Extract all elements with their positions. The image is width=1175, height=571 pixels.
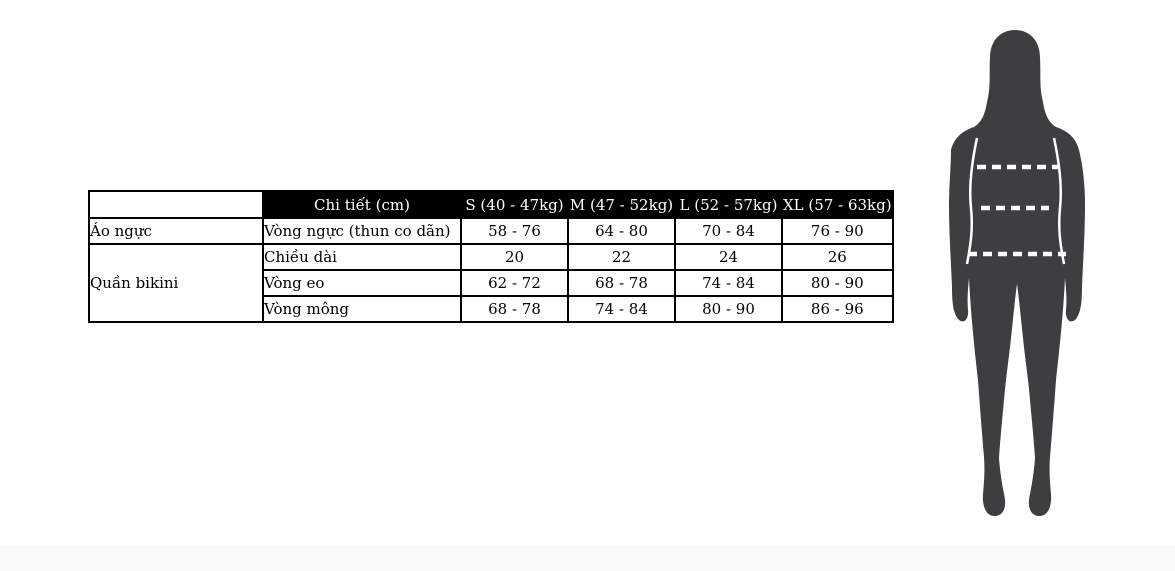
table-row: Vòng mông 68 - 78 74 - 84 80 - 90 86 - 9… xyxy=(89,295,894,323)
cell-value: 22 xyxy=(567,243,676,271)
table-row: Quần bikini Chiều dài 20 22 24 26 xyxy=(88,243,894,323)
corner-blank-cell xyxy=(88,190,264,219)
cell-value: 58 - 76 xyxy=(460,217,569,245)
row-label: Vòng ngực (thun co dãn) xyxy=(262,217,462,245)
table-row: Vòng eo 62 - 72 68 - 78 74 - 84 80 - 90 xyxy=(89,269,894,297)
category-bra: Áo ngực xyxy=(88,217,264,245)
row-label: Vòng eo xyxy=(262,269,462,297)
cell-value: 68 - 78 xyxy=(567,269,676,297)
cell-value: 74 - 84 xyxy=(674,269,783,297)
cell-value: 86 - 96 xyxy=(781,295,894,323)
cell-value: 24 xyxy=(674,243,783,271)
cell-value: 26 xyxy=(781,243,894,271)
category-bikini-bottom: Quần bikini xyxy=(88,243,264,323)
cell-value: 70 - 84 xyxy=(674,217,783,245)
arm-separation-line-right xyxy=(1052,137,1066,265)
cell-value: 68 - 78 xyxy=(460,295,569,323)
table-row: Áo ngực Vòng ngực (thun co dãn) 58 - 76 … xyxy=(88,217,894,245)
cell-value: 20 xyxy=(460,243,569,271)
column-header-size-xl: XL (57 - 63kg) xyxy=(781,190,894,219)
cell-value: 80 - 90 xyxy=(781,269,894,297)
cell-value: 76 - 90 xyxy=(781,217,894,245)
arm-separation-line-left xyxy=(965,137,979,265)
cell-value: 74 - 84 xyxy=(567,295,676,323)
header-row: Chi tiết (cm) S (40 - 47kg) M (47 - 52kg… xyxy=(88,190,894,219)
column-header-size-m: M (47 - 52kg) xyxy=(567,190,676,219)
row-label: Chiều dài xyxy=(262,243,462,271)
cell-value: 62 - 72 xyxy=(460,269,569,297)
female-body-shape xyxy=(949,30,1085,517)
column-header-size-s: S (40 - 47kg) xyxy=(460,190,569,219)
column-header-detail: Chi tiết (cm) xyxy=(262,190,462,219)
footer-band xyxy=(0,545,1175,571)
size-chart-table: Chi tiết (cm) S (40 - 47kg) M (47 - 52kg… xyxy=(88,190,894,323)
cell-value: 80 - 90 xyxy=(674,295,783,323)
cell-value: 64 - 80 xyxy=(567,217,676,245)
column-header-size-l: L (52 - 57kg) xyxy=(674,190,783,219)
row-label: Vòng mông xyxy=(262,295,462,323)
female-silhouette xyxy=(949,30,1085,517)
